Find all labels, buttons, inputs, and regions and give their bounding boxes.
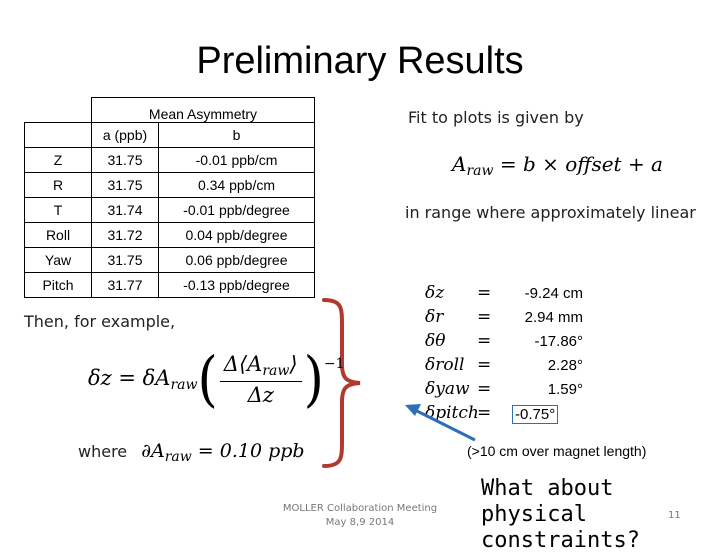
delta-symbol: δpitch: [425, 403, 479, 423]
col-a-header: a (ppb): [91, 122, 159, 148]
table-subheader-row: a (ppb) b: [24, 122, 315, 148]
col-b-header: b: [158, 122, 315, 148]
delta-symbol: δyaw: [425, 379, 470, 399]
table-row: R 31.75 0.34 ppb/cm: [24, 172, 315, 198]
right-paren: ): [303, 345, 324, 414]
fit-intro-text: Fit to plots is given by: [408, 108, 584, 127]
row-a-value: 31.75: [91, 247, 159, 273]
results-table: Mean Asymmetry a (ppb) b Z 31.75 -0.01 p…: [24, 97, 315, 298]
delta-row-z: δz = -9.24 cm: [425, 283, 595, 307]
delta-row-pitch: δpitch = -0.75°: [425, 403, 595, 427]
delta-z-formula: δz = δAraw ( Δ⟨Araw⟩ Δz ) −1: [88, 345, 345, 414]
delta-symbol: δθ: [425, 331, 446, 351]
row-a-value: 31.77: [91, 272, 159, 298]
curly-brace-icon: [322, 298, 361, 468]
row-a-value: 31.72: [91, 222, 159, 248]
equals-sign: =: [477, 403, 492, 423]
delta-row-r: δr = 2.94 mm: [425, 307, 595, 331]
table-corner-cell: [25, 98, 92, 123]
exponent: −1: [323, 356, 345, 372]
equals-sign: =: [477, 307, 492, 327]
table-empty-cell: [24, 122, 92, 148]
slide-title: Preliminary Results: [196, 40, 524, 82]
row-label: Yaw: [24, 247, 92, 273]
table-row: T 31.74 -0.01 ppb/degree: [24, 197, 315, 223]
table-row: Pitch 31.77 -0.13 ppb/degree: [24, 272, 315, 298]
mean-asymmetry-header: Mean Asymmetry: [91, 97, 315, 123]
row-b-value: -0.13 ppb/degree: [158, 272, 315, 298]
fit-range-text: in range where approximately linear: [405, 203, 696, 222]
row-a-value: 31.75: [91, 172, 159, 198]
delta-symbol: δz: [425, 283, 445, 303]
then-example-text: Then, for example,: [24, 312, 176, 331]
physical-constraints-question: What about physical constraints?: [481, 476, 720, 554]
footer-line-1: MOLLER Collaboration Meeting: [282, 503, 438, 514]
delta-symbol: δroll: [425, 355, 465, 375]
page-number: 11: [668, 510, 681, 521]
fraction-numerator: Δ⟨Araw⟩: [219, 352, 302, 382]
row-b-value: -0.01 ppb/degree: [158, 197, 315, 223]
formula-lhs: δz = δAraw: [88, 366, 198, 393]
delta-value: -9.24 cm: [524, 285, 583, 302]
magnet-length-note: (>10 cm over magnet length): [467, 443, 647, 459]
partial-a-raw: ∂Araw =: [141, 440, 220, 465]
left-paren: (: [197, 345, 218, 414]
where-word: where: [78, 442, 128, 461]
row-a-value: 31.75: [91, 147, 159, 173]
where-value: 0.10 ppb: [219, 440, 305, 462]
row-a-value: 31.74: [91, 197, 159, 223]
footer-line-2: May 8,9 2014: [325, 517, 395, 528]
delta-value: -17.86°: [534, 333, 583, 350]
table-row: Z 31.75 -0.01 ppb/cm: [24, 147, 315, 173]
where-formula: where ∂Araw = 0.10 ppb: [78, 440, 305, 465]
row-label: Roll: [24, 222, 92, 248]
equals-sign: =: [477, 283, 492, 303]
delta-symbol: δr: [425, 307, 444, 327]
fit-formula: Araw = b × offset + a: [452, 152, 663, 179]
row-b-value: 0.04 ppb/degree: [158, 222, 315, 248]
row-label: R: [24, 172, 92, 198]
fraction-denominator: Δz: [247, 383, 274, 407]
delta-value: 1.59°: [547, 381, 583, 398]
delta-value: 2.28°: [547, 357, 583, 374]
arrow-icon: [405, 404, 476, 442]
derivative-fraction: Δ⟨Araw⟩ Δz: [219, 352, 302, 407]
delta-value: 2.94 mm: [524, 309, 583, 326]
row-b-value: 0.34 ppb/cm: [158, 172, 315, 198]
row-label: Z: [24, 147, 92, 173]
question-line-1: What about physical: [481, 476, 614, 527]
row-b-value: -0.01 ppb/cm: [158, 147, 315, 173]
equals-sign: =: [477, 331, 492, 351]
table-header-row: Mean Asymmetry: [25, 97, 315, 123]
question-line-2: constraints?: [481, 528, 640, 553]
equals-sign: =: [477, 355, 492, 375]
table-row: Roll 31.72 0.04 ppb/degree: [24, 222, 315, 248]
row-label: Pitch: [24, 272, 92, 298]
equals-sign: =: [477, 379, 492, 399]
table-row: Yaw 31.75 0.06 ppb/degree: [24, 247, 315, 273]
row-label: T: [24, 197, 92, 223]
delta-row-yaw: δyaw = 1.59°: [425, 379, 595, 403]
delta-value-highlighted: -0.75°: [512, 405, 559, 424]
delta-row-theta: δθ = -17.86°: [425, 331, 595, 355]
delta-row-roll: δroll = 2.28°: [425, 355, 595, 379]
row-b-value: 0.06 ppb/degree: [158, 247, 315, 273]
footer-meeting: MOLLER Collaboration Meeting May 8,9 201…: [270, 502, 450, 530]
